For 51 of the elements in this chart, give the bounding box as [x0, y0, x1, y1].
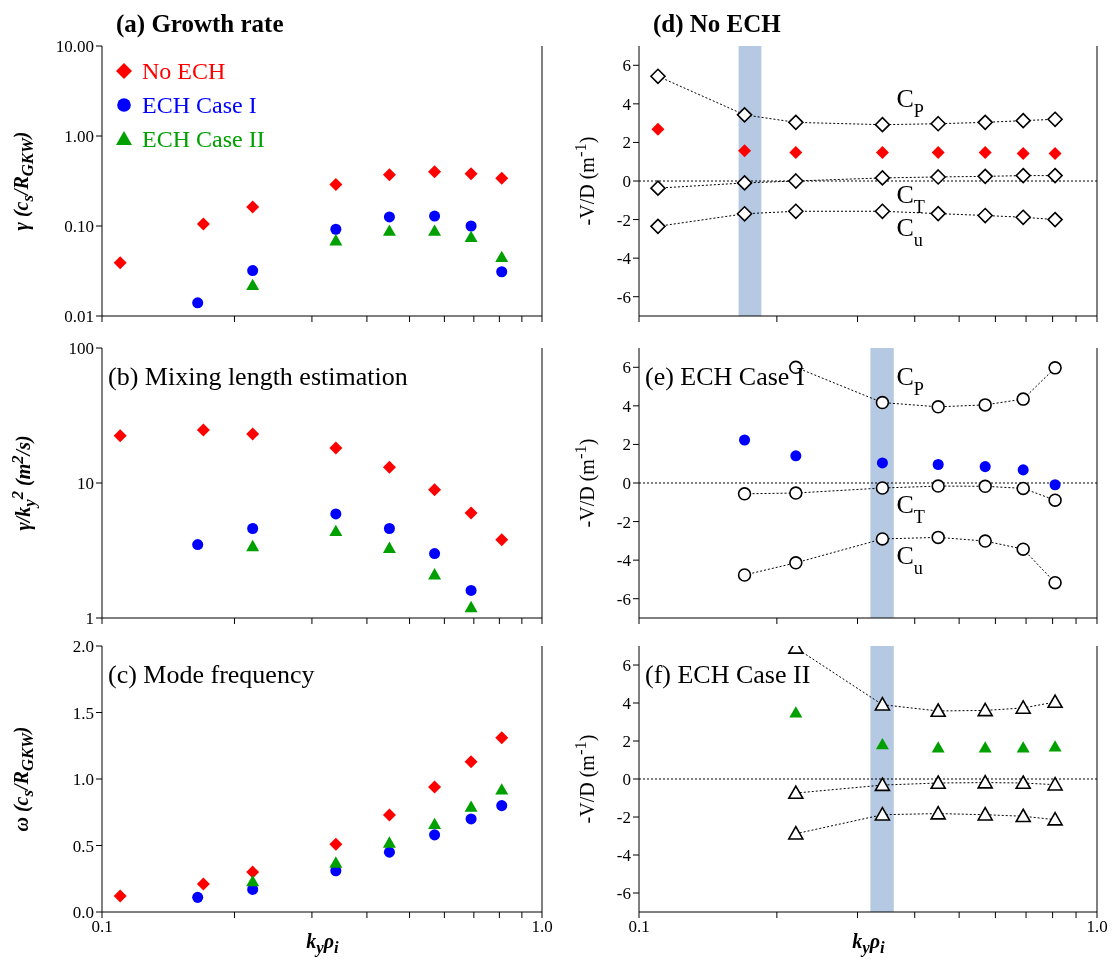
legend-label: No ECH: [142, 57, 226, 86]
y-tick-label: -6: [616, 589, 631, 609]
y-tick-label: 6: [622, 656, 631, 676]
y-tick-label: 10: [77, 474, 94, 494]
series-label: C$_{T}$: [896, 490, 925, 528]
y-tick-label: 4: [622, 94, 632, 114]
y-tick-label: 6: [622, 56, 631, 76]
y-tick-label: 100: [68, 339, 94, 359]
series-label: C$_{P}$: [896, 83, 924, 121]
text: (b) Mixing length estimation: [108, 362, 408, 392]
y-tick-label: 1.5: [72, 703, 94, 723]
x-tick-label: 1.0: [531, 917, 553, 937]
y-tick-label: 0.01: [64, 307, 94, 327]
x-axis-title: k$_{y}$ρ$_{i}$: [306, 930, 339, 958]
y-tick-label: 2.0: [72, 637, 94, 657]
y-tick-label: 4: [622, 396, 632, 416]
y-tick-label: 0: [622, 172, 631, 192]
y-tick-label: -2: [616, 808, 631, 828]
y-tick-label: 0: [622, 474, 631, 494]
x-tick-label: 1.0: [1086, 917, 1108, 937]
y-tick-label: -2: [616, 210, 631, 230]
x-tick-label: 0.1: [91, 917, 113, 937]
y-tick-label: -6: [616, 884, 631, 904]
y-tick-label: -6: [616, 287, 631, 307]
text: (c) Mode frequency: [108, 660, 315, 690]
y-tick-label: 2: [622, 133, 631, 153]
legend-label: ECH Case I: [142, 91, 257, 120]
legend-label: ECH Case II: [142, 125, 265, 154]
y-tick-label: 0: [622, 770, 631, 790]
y-tick-label: 6: [622, 358, 631, 378]
y-tick-label: 0.0: [72, 903, 94, 923]
y-tick-label: 10.00: [55, 37, 94, 57]
y-tick-label: -4: [616, 551, 632, 571]
chart-title: (d) No ECH: [653, 10, 781, 38]
chart-title: (a) Growth rate: [116, 10, 284, 38]
series-label: C$_{P}$: [896, 361, 924, 399]
y-tick-label: -4: [616, 249, 632, 269]
y-tick-label: 1: [85, 609, 94, 629]
y-tick-label: 4: [622, 694, 632, 714]
y-tick-label: -4: [616, 846, 632, 866]
y-tick-label: 0.10: [64, 217, 94, 237]
y-tick-label: -2: [616, 512, 631, 532]
text: (f) ECH Case II: [645, 660, 811, 690]
x-tick-label: 0.1: [628, 917, 650, 937]
y-tick-label: 1.00: [64, 127, 94, 147]
x-axis-title: k$_{y}$ρ$_{i}$: [852, 930, 885, 958]
series-label: C$_{u}$: [896, 540, 923, 578]
y-tick-label: 2: [622, 435, 631, 455]
y-tick-label: 0.5: [72, 836, 94, 856]
y-tick-label: 2: [622, 732, 631, 752]
y-tick-label: 1.0: [72, 770, 94, 790]
